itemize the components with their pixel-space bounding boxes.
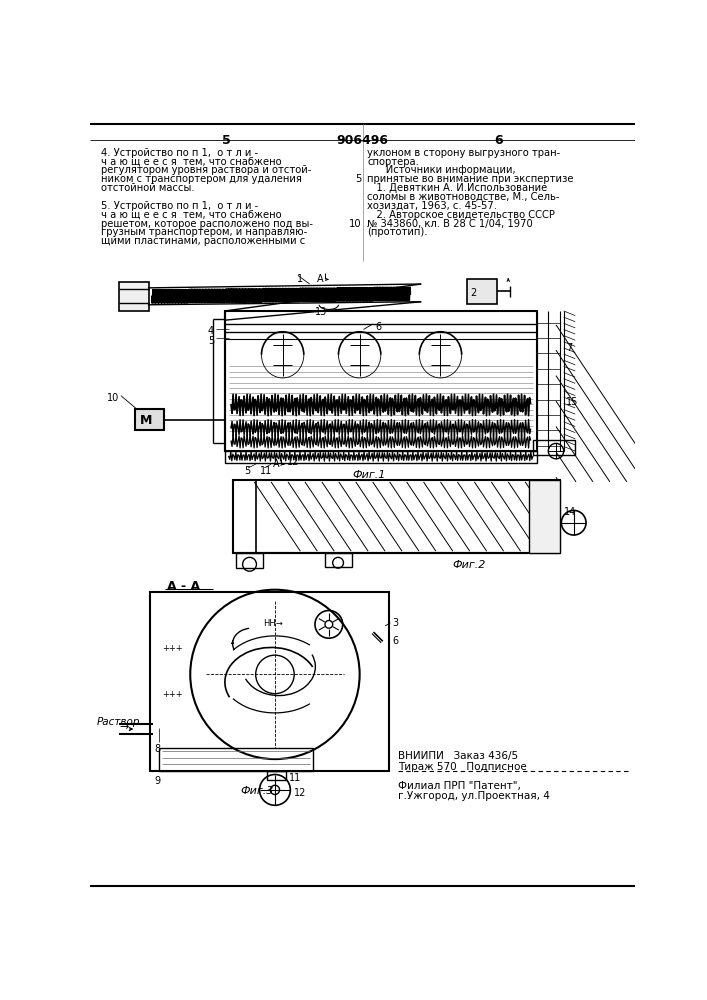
Bar [119,282,148,311]
Text: 1. Девяткин А. И.Использование: 1. Девяткин А. И.Использование [368,183,548,193]
Text: →: → [119,722,129,732]
Text: 5. Устройство по п 1,  о т л и -: 5. Устройство по п 1, о т л и - [101,201,258,211]
Text: соломы в животноводстве, М., Сель-: соломы в животноводстве, М., Сель- [368,192,560,202]
Text: 15: 15 [566,397,578,407]
Text: 2: 2 [469,288,476,298]
Bar [160,748,313,771]
Text: Филиал ПРП "Патент",: Филиал ПРП "Патент", [398,781,521,791]
Text: А: А [317,274,323,284]
Text: ч а ю щ е е с я  тем, что снабжено: ч а ю щ е е с я тем, что снабжено [101,157,281,167]
Text: +++: +++ [162,690,182,699]
Text: 13: 13 [315,307,327,317]
Text: 5: 5 [208,336,214,346]
Text: А - А: А - А [167,580,200,593]
Text: регулятором уровня раствора и отстой-: регулятором уровня раствора и отстой- [101,165,311,175]
Text: А: А [274,459,280,469]
Text: принятые во внимание при экспертизе: принятые во внимание при экспертизе [368,174,574,184]
Text: 6: 6 [393,636,399,646]
Text: отстойной массы.: отстойной массы. [101,183,194,193]
Text: 5: 5 [222,134,230,147]
Text: HH→: HH→ [264,619,283,628]
Text: ником с транспортером для удаления: ником с транспортером для удаления [101,174,302,184]
Text: 6: 6 [375,322,381,332]
Text: +++: +++ [162,644,182,653]
Text: г.Ужгород, ул.Проектная, 4: г.Ужгород, ул.Проектная, 4 [398,791,550,801]
Bar [135,409,164,430]
Bar [236,553,264,568]
Text: 12: 12 [286,457,299,467]
Bar [225,311,537,451]
Bar [533,440,575,455]
Text: уклоном в сторону выгрузного тран-: уклоном в сторону выгрузного тран- [368,148,561,158]
Text: 5: 5 [244,466,250,477]
Text: 906496: 906496 [337,134,389,147]
Text: 8: 8 [154,744,160,754]
Text: 2. Авторское свидетельство СССР: 2. Авторское свидетельство СССР [368,210,555,220]
Text: Фиг.2: Фиг.2 [452,560,486,570]
Text: Фиг.3: Фиг.3 [240,786,274,796]
Text: щими пластинами, расположенными с: щими пластинами, расположенными с [101,236,305,246]
Text: грузным транспортером, и направляю-: грузным транспортером, и направляю- [101,227,307,237]
Bar [529,480,560,553]
Text: № 343860, кл. В 28 С 1/04, 1970: № 343860, кл. В 28 С 1/04, 1970 [368,219,533,229]
Bar [150,592,389,771]
Text: 10: 10 [349,219,361,229]
Bar [233,480,560,553]
Bar [325,553,352,567]
Text: Источники информации,: Источники информации, [368,165,516,175]
Text: ВНИИПИ   Заказ 436/5: ВНИИПИ Заказ 436/5 [398,751,518,761]
Text: спортера.: спортера. [368,157,419,167]
Text: 11: 11 [288,773,301,783]
Text: Фиг.1: Фиг.1 [352,470,385,480]
Text: 5: 5 [355,174,361,184]
Text: решетом, которое расположено под вы-: решетом, которое расположено под вы- [101,219,313,229]
Text: M: M [140,414,153,427]
Text: 1: 1 [296,274,303,284]
Text: 11: 11 [259,466,271,477]
Text: Тираж 570   Подписное: Тираж 570 Подписное [398,762,527,772]
Bar [225,451,537,463]
Text: ч а ю щ е е с я  тем, что снабжено: ч а ю щ е е с я тем, что снабжено [101,210,281,220]
Text: 6: 6 [494,134,503,147]
Text: (прототип).: (прототип). [368,227,428,237]
Bar [467,279,497,304]
Text: хозиздат, 1963, с. 45-57.: хозиздат, 1963, с. 45-57. [368,201,497,211]
Text: 12: 12 [294,788,307,798]
Text: 10: 10 [107,393,119,403]
Text: 7: 7 [566,343,572,353]
Text: 9: 9 [154,776,160,786]
Text: 4: 4 [208,326,214,336]
Text: 4. Устройство по п 1,  о т л и -: 4. Устройство по п 1, о т л и - [101,148,258,158]
Text: Раствор: Раствор [96,717,140,727]
Bar [267,771,286,780]
Text: 3: 3 [393,618,399,628]
Text: 14: 14 [563,507,576,517]
